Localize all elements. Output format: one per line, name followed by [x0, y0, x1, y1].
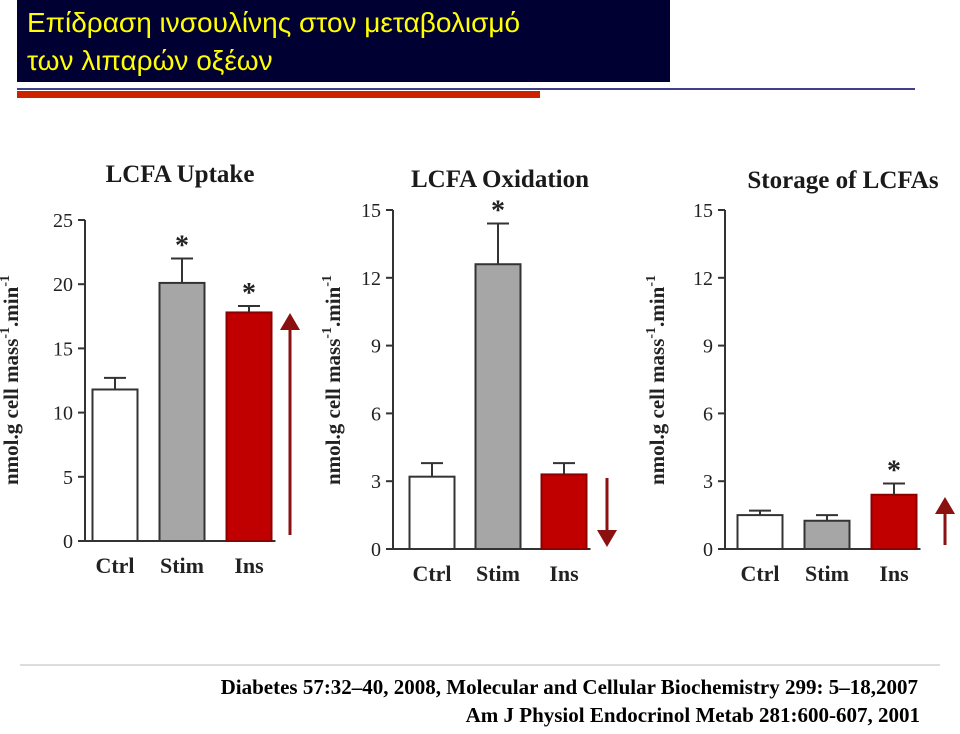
y-tick-label: 12 [361, 268, 381, 290]
y-tick-label: 12 [693, 268, 713, 290]
y-tick-label: 25 [53, 210, 73, 232]
bar [91, 388, 139, 542]
x-tick-label: Stim [160, 553, 204, 578]
y-axis-label: nmol.g cell mass-1.min-1 [644, 275, 669, 485]
significance-marker: * [887, 455, 901, 486]
x-tick-label: Stim [805, 561, 849, 586]
bar [736, 514, 784, 550]
bar [803, 519, 851, 550]
bar [474, 263, 522, 550]
y-tick-label: 10 [53, 403, 73, 425]
x-tick-label: Ctrl [412, 561, 451, 586]
bar [225, 311, 273, 542]
y-axis-label-part: -1 [0, 327, 13, 339]
y-axis-label-part: .min [0, 286, 23, 327]
y-axis-label: nmol.g cell mass-1.min-1 [320, 275, 345, 485]
reference: Am J Physiol Endocrinol Metab 281:600-60… [466, 703, 920, 727]
y-tick-label: 0 [63, 531, 73, 553]
significance-marker: * [491, 196, 505, 227]
bar [158, 281, 206, 542]
y-tick-label: 0 [371, 539, 381, 561]
bar [870, 493, 918, 551]
arrow-head [597, 530, 617, 547]
significance-marker: * [242, 278, 256, 309]
slide-title: Επίδραση ινσουλίνης στον μεταβολισμό [27, 7, 520, 38]
rule-bar [17, 91, 540, 98]
x-tick-label: Stim [476, 561, 520, 586]
x-tick-label: Ins [234, 553, 264, 578]
y-tick-label: 5 [63, 467, 73, 489]
y-tick-label: 3 [371, 471, 381, 493]
y-tick-label: 9 [371, 336, 381, 358]
y-axis-label-part: nmol.g cell mass [0, 339, 23, 485]
slide-title: των λιπαρών οξέων [27, 45, 273, 76]
y-axis-label-part: .min [321, 286, 345, 327]
significance-marker: * [175, 231, 189, 262]
chart-title: Storage of LCFAs [747, 167, 938, 194]
y-tick-label: 6 [371, 403, 381, 425]
chart-title: LCFA Oxidation [411, 166, 589, 193]
x-tick-label: Ins [879, 561, 909, 586]
y-tick-label: 20 [53, 274, 73, 296]
title-box [17, 0, 670, 82]
y-axis-label-part: -1 [320, 275, 335, 287]
x-tick-label: Ins [549, 561, 579, 586]
y-tick-label: 0 [703, 539, 713, 561]
chart-title: LCFA Uptake [106, 161, 255, 188]
bar [540, 473, 588, 551]
bar [408, 475, 456, 550]
y-axis-label: nmol.g cell mass-1.min-1 [0, 275, 23, 485]
y-axis-label-part: .min [645, 286, 669, 327]
y-axis-label-part: -1 [644, 327, 659, 339]
y-axis-label-part: -1 [644, 275, 659, 287]
y-tick-label: 15 [53, 338, 73, 360]
arrow-head [280, 313, 300, 330]
y-tick-label: 3 [703, 471, 713, 493]
y-axis-label-part: -1 [320, 327, 335, 339]
x-tick-label: Ctrl [95, 553, 134, 578]
y-axis-label-part: nmol.g cell mass [321, 339, 345, 485]
y-tick-label: 6 [703, 403, 713, 425]
y-axis-label-part: nmol.g cell mass [645, 339, 669, 485]
y-tick-label: 15 [693, 200, 713, 222]
reference: Diabetes 57:32–40, 2008, Molecular and C… [221, 675, 918, 699]
y-tick-label: 15 [361, 200, 381, 222]
y-axis-label-part: -1 [0, 275, 13, 287]
arrow-head [935, 497, 955, 514]
arrows [280, 313, 955, 547]
x-tick-label: Ctrl [740, 561, 779, 586]
y-tick-label: 9 [703, 336, 713, 358]
